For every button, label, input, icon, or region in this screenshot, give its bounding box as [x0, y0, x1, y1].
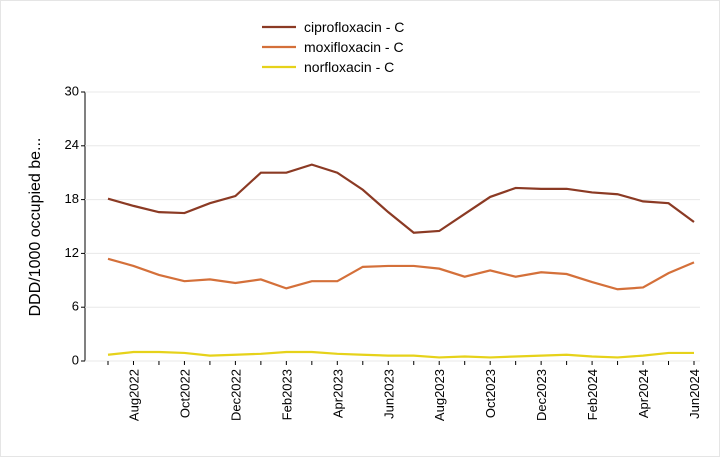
legend-label: ciprofloxacin - C [304, 19, 404, 35]
y-tick-label: 0 [72, 352, 79, 367]
x-tick-label: Aug2022 [126, 369, 141, 421]
y-tick-label: 12 [65, 245, 79, 260]
x-tick-label: Oct2022 [177, 369, 192, 418]
y-tick-label: 24 [65, 137, 79, 152]
series-line [107, 350, 694, 359]
legend-label: moxifloxacin - C [304, 39, 404, 55]
x-tick-label: Feb2024 [585, 369, 600, 420]
y-tick-label: 6 [72, 299, 79, 314]
x-tick-label: Oct2023 [483, 369, 498, 418]
y-axis-label: DDD/1000 occupied be... [27, 138, 44, 317]
legend-label: norfloxacin - C [304, 59, 394, 75]
x-tick-label: Jun2023 [381, 369, 396, 419]
y-tick-label: 18 [65, 191, 79, 206]
y-tick-label: 30 [65, 83, 79, 98]
x-tick-label: Dec2022 [228, 369, 243, 421]
x-tick-label: Dec2023 [534, 369, 549, 421]
x-tick-label: Aug2023 [432, 369, 447, 421]
x-tick-label: Feb2023 [279, 369, 294, 420]
x-tick-label: Jun2024 [687, 369, 702, 419]
x-tick-label: Apr2024 [636, 369, 651, 418]
x-tick-label: Apr2023 [330, 369, 345, 418]
series-line [107, 257, 695, 291]
series-line [107, 163, 695, 234]
